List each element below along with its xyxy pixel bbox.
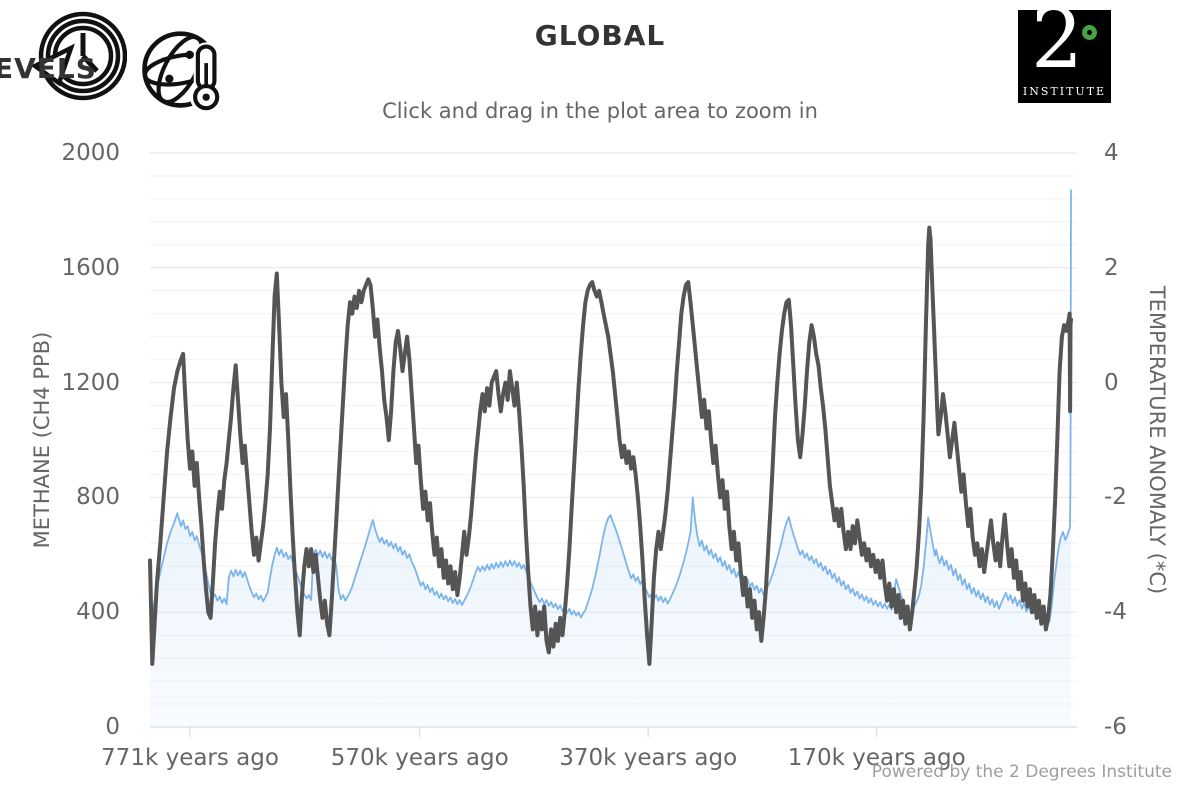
page-title: GLOBAL — [534, 19, 666, 52]
clipped-brand-text: EVELS — [0, 52, 97, 85]
plot-area[interactable] — [150, 153, 1077, 727]
y-axis-right-title: TEMPERATURE ANOMALY (*C) — [1145, 285, 1169, 595]
credits-link[interactable]: Powered by the 2 Degrees Institute — [871, 762, 1172, 782]
y-axis-left-title: METHANE (CH4 PPB) — [30, 331, 54, 549]
degree-ring-icon — [1082, 25, 1097, 40]
logo-numeral: 2 — [1031, 0, 1084, 87]
chart-subtitle: Click and drag in the plot area to zoom … — [382, 99, 818, 123]
globe-thermometer-icon[interactable] — [139, 26, 231, 114]
two-degrees-institute-logo[interactable]: 2 INSTITUTE — [1018, 0, 1111, 103]
logo-word: INSTITUTE — [1022, 85, 1107, 98]
history-clock-icon[interactable] — [27, 8, 127, 108]
